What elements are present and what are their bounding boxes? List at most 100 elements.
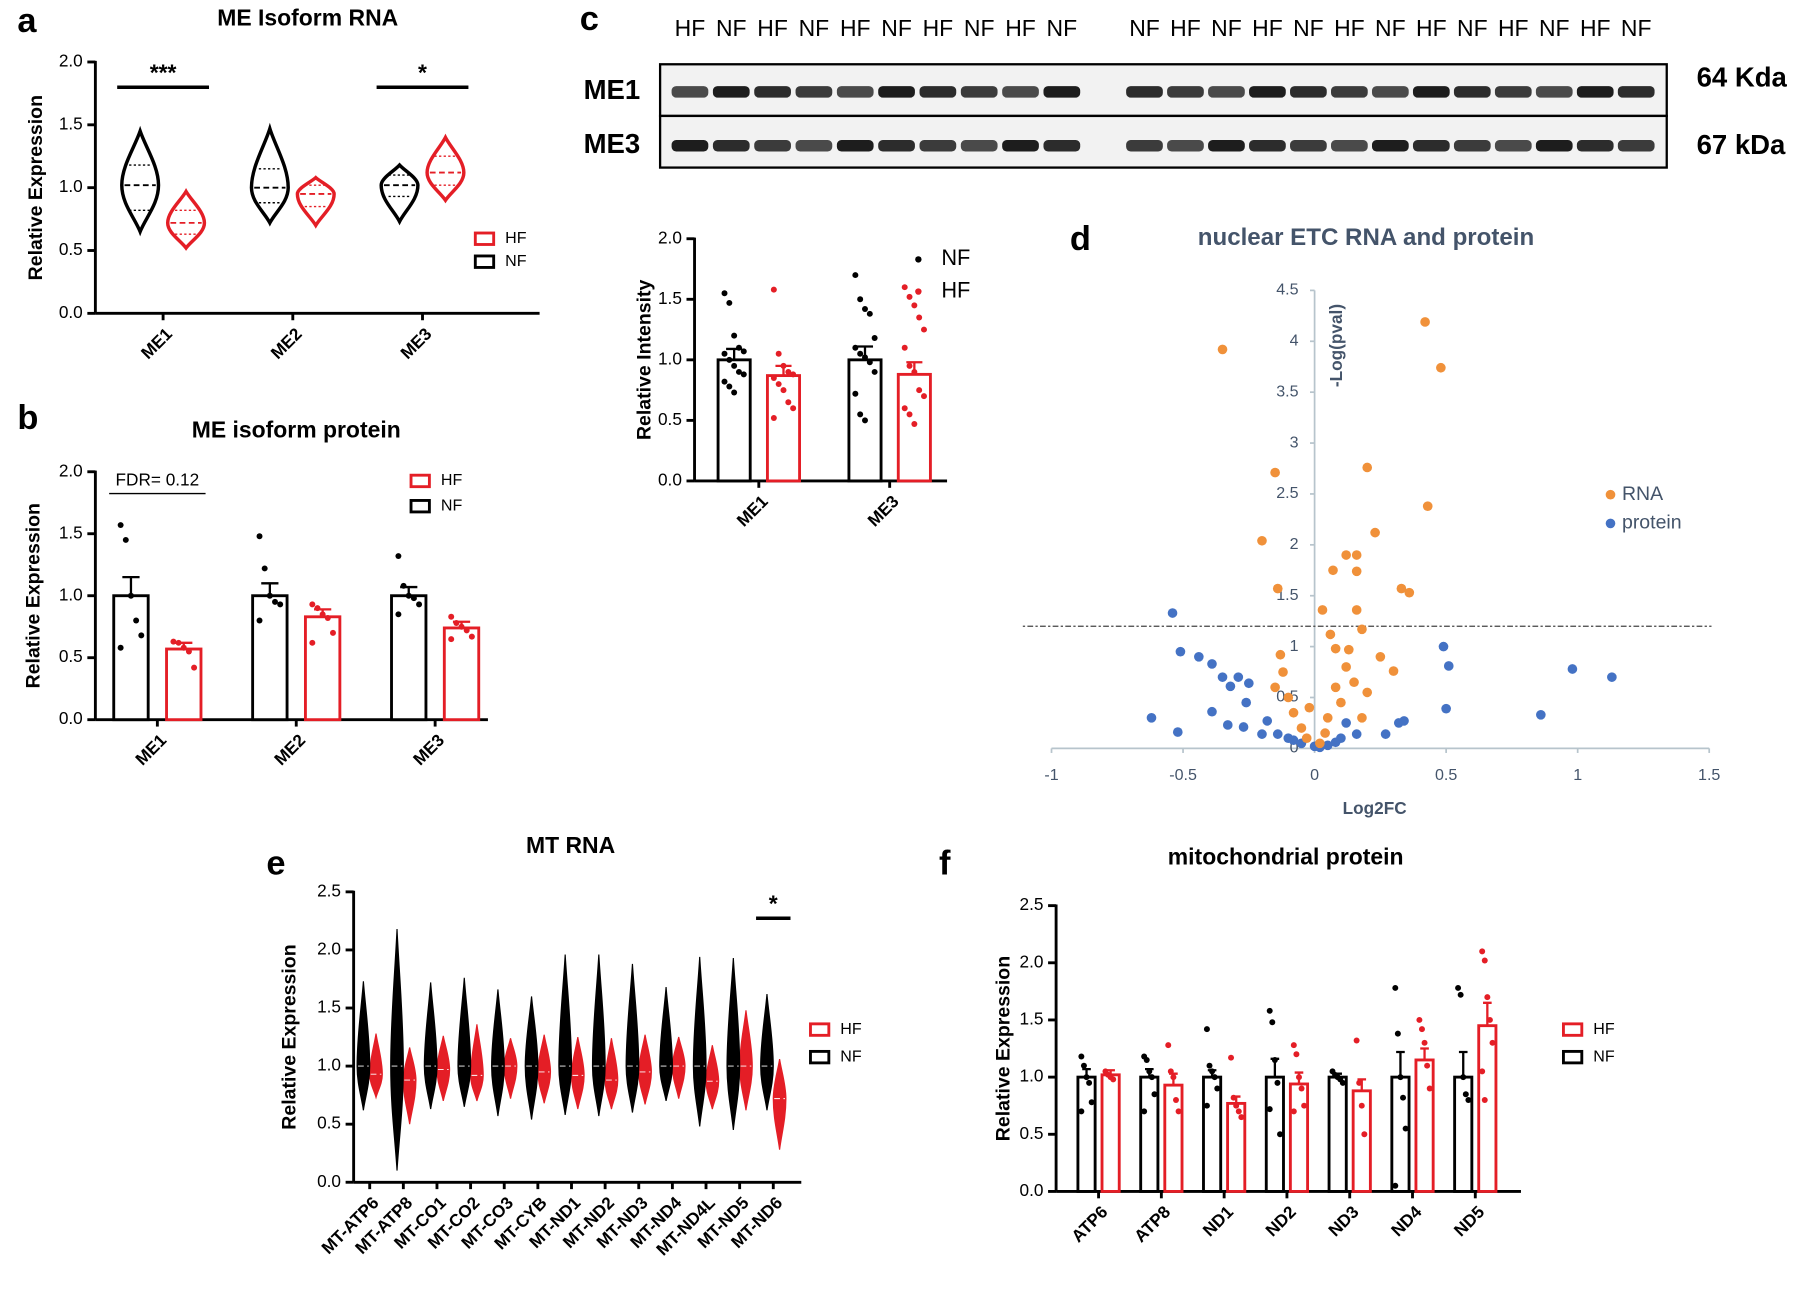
data-point: [405, 592, 412, 599]
bar: [165, 647, 203, 722]
panel-letter: f: [939, 845, 951, 883]
data-point: [770, 286, 777, 293]
lane-label: HF: [923, 15, 954, 41]
blot-band: [1412, 86, 1450, 98]
x-tick-label: ME2: [270, 730, 309, 769]
data-point: [1460, 1074, 1467, 1081]
data-point: [1315, 738, 1325, 749]
y-tick-label: 0.5: [1020, 1123, 1044, 1143]
blot-band: [1249, 86, 1286, 98]
panel-letter: b: [17, 399, 38, 437]
data-point: [458, 623, 465, 630]
blot-band: [1043, 86, 1081, 98]
blot-band: [795, 86, 833, 98]
data-point: [1349, 677, 1359, 688]
lane-label: NF: [799, 15, 830, 41]
data-point: [916, 387, 923, 394]
y-tick-label: 1.5: [1020, 1008, 1044, 1028]
data-point: [395, 611, 402, 618]
data-point: [1380, 729, 1391, 739]
data-point: [1228, 1054, 1235, 1061]
data-point: [1484, 994, 1491, 1001]
data-point: [138, 632, 145, 639]
data-point: [1173, 1096, 1179, 1103]
blot-band: [754, 140, 791, 152]
data-point: [790, 371, 797, 378]
blot-band: [1208, 140, 1245, 152]
bar: [1477, 1024, 1498, 1193]
data-point: [319, 611, 326, 618]
data-point: [1330, 643, 1341, 654]
bar: [1327, 1075, 1348, 1193]
data-point: [1238, 1114, 1245, 1121]
y-tick-label: 0.0: [658, 469, 682, 489]
data-point: [1244, 678, 1254, 689]
y-axis-label: Relative Expression: [279, 944, 301, 1129]
bar: [1076, 1075, 1097, 1193]
data-point: [1443, 661, 1454, 671]
data-point: [1388, 666, 1399, 676]
data-point: [1438, 641, 1449, 652]
lane-label: HF: [1005, 15, 1036, 41]
data-point: [1110, 1076, 1117, 1083]
data-point: [1257, 729, 1267, 739]
violin: [295, 175, 336, 229]
blot-band: [1617, 86, 1655, 98]
bar: [1414, 1058, 1435, 1193]
data-point: [453, 620, 460, 626]
blot-band: [671, 86, 709, 98]
data-point: [1146, 1068, 1153, 1075]
legend-label: RNA: [1622, 483, 1663, 505]
violin: [739, 1010, 753, 1111]
data-point: [906, 293, 913, 300]
data-point: [866, 310, 873, 317]
violin: [570, 1036, 585, 1110]
violin: [659, 987, 673, 1102]
data-point: [1266, 1106, 1273, 1113]
data-point: [770, 375, 777, 381]
data-point: [1170, 1074, 1177, 1081]
data-point: [901, 405, 908, 412]
data-point: [122, 536, 129, 543]
x-tick-label: ND5: [1450, 1201, 1489, 1240]
data-point: [1424, 1062, 1431, 1069]
data-point: [852, 390, 859, 397]
y-tick-label: 3.5: [1276, 382, 1298, 400]
blot-band: [836, 86, 874, 98]
data-point: [185, 648, 192, 655]
data-point: [1175, 1108, 1182, 1115]
data-point: [127, 592, 134, 599]
blot-band: [1290, 140, 1327, 152]
data-point: [1358, 1102, 1365, 1109]
data-point: [1241, 697, 1252, 708]
blot-band: [1494, 86, 1532, 98]
lane-label: HF: [675, 15, 706, 41]
violin: [537, 1034, 552, 1104]
lane-label: NF: [1375, 15, 1406, 41]
data-point: [1078, 1053, 1085, 1060]
data-point: [1141, 1108, 1148, 1115]
legend-marker: [409, 499, 431, 514]
data-point: [1078, 1108, 1085, 1115]
violin: [625, 963, 640, 1113]
data-point: [852, 272, 859, 279]
x-tick-label: ME3: [863, 491, 902, 530]
data-point: [906, 411, 913, 418]
legend-label: HF: [505, 229, 527, 247]
data-point: [1479, 948, 1486, 955]
legend-marker: [1605, 489, 1616, 500]
data-point: [324, 615, 331, 622]
error-bar: [1483, 1001, 1492, 1026]
blot-band: [1002, 140, 1039, 152]
y-tick-label: 3: [1290, 433, 1299, 451]
data-point: [1353, 1037, 1360, 1044]
error-bar: [1458, 1050, 1468, 1078]
data-point: [1436, 362, 1446, 373]
data-point: [1426, 1085, 1433, 1092]
y-tick-label: 1.0: [1020, 1066, 1044, 1086]
data-point: [780, 387, 787, 394]
data-point: [785, 399, 792, 406]
data-point: [309, 639, 316, 646]
bar: [1288, 1082, 1310, 1193]
lane-label: HF: [1334, 15, 1365, 41]
